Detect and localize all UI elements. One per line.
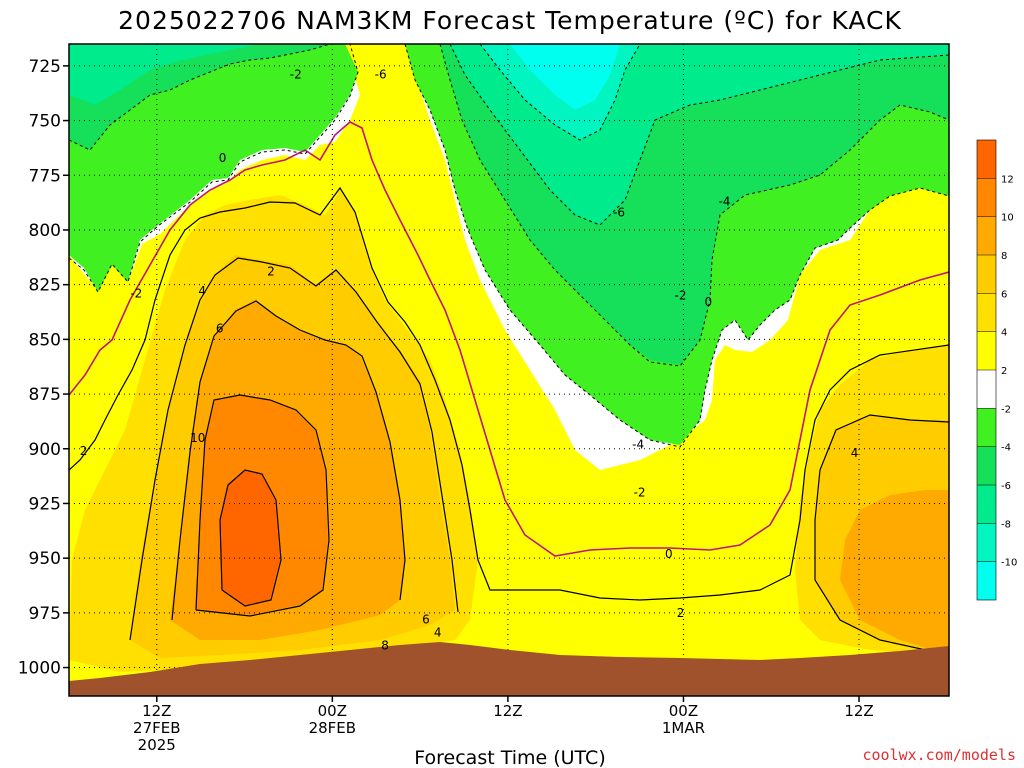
- contour-label: -4: [718, 195, 730, 209]
- colorbar-label: -6: [1001, 481, 1011, 492]
- y-tick-label: 825: [29, 276, 61, 296]
- contour-label: 0: [219, 151, 227, 165]
- contour-label: -2: [290, 68, 302, 82]
- contour-line: [129, 257, 949, 656]
- contour-label: -6: [375, 68, 387, 82]
- colorbar-label: 4: [1001, 328, 1007, 339]
- contour-line: [69, 186, 949, 601]
- contour-label: 4: [851, 446, 859, 460]
- band-warm-8: [170, 300, 949, 655]
- contour-label: -6: [613, 205, 625, 219]
- contour-line: [479, 44, 641, 141]
- contour-label: 2: [677, 606, 685, 620]
- colorbar-label: -8: [1001, 519, 1011, 530]
- contour-label: 4: [434, 626, 442, 640]
- contour-line: [171, 300, 406, 621]
- contour-line: [219, 469, 282, 607]
- colorbar-swatch: [977, 561, 996, 600]
- colorbar-swatch: [977, 216, 996, 255]
- y-tick-label: 775: [29, 166, 61, 186]
- colorbar-swatch: [977, 408, 996, 447]
- contour-line: [69, 44, 359, 294]
- colorbar-label: -10: [1001, 558, 1017, 569]
- contour-label: 2: [267, 265, 275, 279]
- contour-label: -4: [632, 437, 644, 451]
- contour-label: 0: [665, 547, 673, 561]
- y-tick-label: 925: [29, 494, 61, 514]
- contour-line: [69, 44, 331, 151]
- colorbar-label: -2: [1001, 404, 1011, 415]
- positive-contours: [69, 186, 949, 656]
- x-tick-label: 12Z: [844, 702, 873, 720]
- freezing-contour: [69, 121, 949, 557]
- colorbar-swatch: [977, 293, 996, 332]
- y-tick-label: 950: [29, 549, 61, 569]
- colorbar-label: 12: [1001, 174, 1014, 185]
- colorbar-swatch: [977, 331, 996, 370]
- colorbar-label: 8: [1001, 251, 1007, 262]
- contour-line: [404, 44, 949, 448]
- contour-line: [449, 44, 949, 226]
- contour-line: [439, 44, 949, 367]
- terrain-fill: [69, 642, 949, 696]
- colorbar-label: -4: [1001, 443, 1011, 454]
- y-tick-label: 900: [29, 440, 61, 460]
- contour-label: 6: [216, 321, 224, 335]
- x-tick-label: 12Z: [493, 702, 522, 720]
- plot-frame: [68, 43, 950, 697]
- colorbar-label: 2: [1001, 366, 1007, 377]
- negative-contours: [69, 44, 949, 448]
- contour-label: -2: [130, 286, 142, 300]
- colorbar-swatch: [977, 523, 996, 562]
- plot-area: [69, 44, 949, 696]
- contour-line: [195, 394, 330, 617]
- x-axis-label: Forecast Time (UTC): [414, 747, 605, 768]
- y-tick-label: 975: [29, 604, 61, 624]
- y-tick-label: 750: [29, 112, 61, 132]
- contour-label: 0: [705, 295, 713, 309]
- y-axis: 725 750 775 800 825 850 875 900 925 950 975 1000: [18, 57, 69, 679]
- colorbar-label: 10: [1001, 213, 1014, 224]
- band-cold-upper-left: [69, 44, 358, 292]
- band-minus-4: [69, 44, 949, 365]
- contour-label: 2: [80, 444, 88, 458]
- x-tick-label: 2025: [138, 736, 176, 754]
- y-tick-label: 850: [29, 330, 61, 350]
- chart-title: 2025022706 NAM3KM Forecast Temperature (…: [118, 6, 902, 35]
- colorbar-swatch: [977, 485, 996, 524]
- colorbar-swatch: [977, 140, 996, 179]
- x-tick-label: 00Z: [669, 702, 698, 720]
- colorbar: -10 -8 -6 -4 -2 2 4 6 8 10 12: [976, 139, 1017, 601]
- y-tick-label: 800: [29, 221, 61, 241]
- y-tick-label: 725: [29, 57, 61, 77]
- contour-label: -2: [675, 289, 687, 303]
- contour-label: 8: [381, 639, 389, 653]
- colorbar-swatch: [977, 178, 996, 217]
- contour-label: 10: [190, 431, 205, 445]
- colorbar-swatch: [977, 446, 996, 485]
- band-minus-6: [69, 44, 949, 225]
- colorbar-label: 6: [1001, 289, 1007, 300]
- x-tick-label: 28FEB: [309, 719, 356, 737]
- band-minus-10: [510, 44, 620, 110]
- x-tick-label: 1MAR: [662, 719, 705, 737]
- contour-label: 4: [198, 284, 206, 298]
- colorbar-swatch: [977, 255, 996, 294]
- x-tick-label: 00Z: [318, 702, 347, 720]
- credit-link[interactable]: coolwx.com/models: [862, 746, 1016, 764]
- colorbar-swatch: [977, 370, 996, 409]
- contour-label: 6: [422, 612, 430, 626]
- y-tick-label: 875: [29, 385, 61, 405]
- x-tick-label: 12Z: [142, 702, 171, 720]
- contour-label: -2: [634, 486, 646, 500]
- x-tick-label: 27FEB: [133, 719, 180, 737]
- y-tick-label: 1000: [18, 659, 61, 679]
